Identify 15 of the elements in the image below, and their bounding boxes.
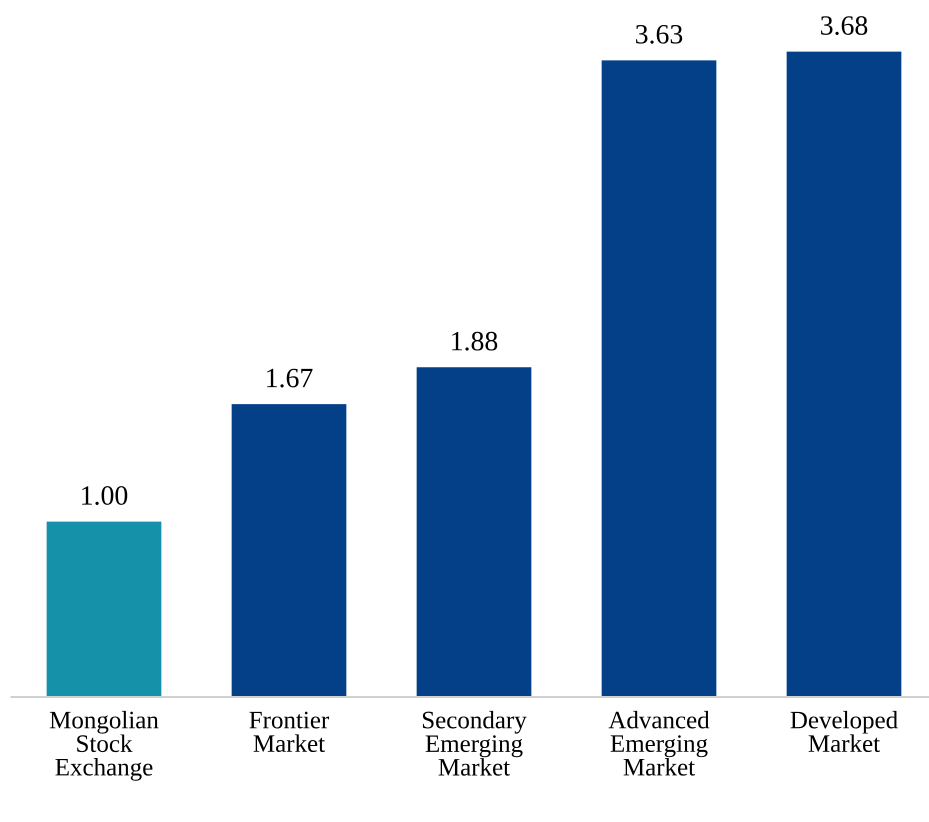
- bar: [232, 404, 346, 697]
- x-tick-label: Developed Market: [790, 710, 898, 752]
- bar: [786, 52, 902, 697]
- x-tick-label: Secondary Emerging Market: [422, 710, 527, 776]
- bar: [46, 522, 162, 697]
- data-label: 1.88: [452, 332, 498, 351]
- data-label: 1.67: [267, 368, 313, 388]
- x-tick-label: Frontier Market: [249, 712, 330, 752]
- bar: [416, 367, 532, 697]
- data-label: 3.68: [821, 16, 868, 35]
- bar: [602, 60, 716, 697]
- data-label: 1.00: [82, 486, 128, 505]
- x-tick-label: Mongolian Stock Exchange: [50, 710, 158, 781]
- x-tick-label: Advanced Emerging Market: [608, 710, 710, 776]
- data-label: 3.63: [636, 24, 682, 44]
